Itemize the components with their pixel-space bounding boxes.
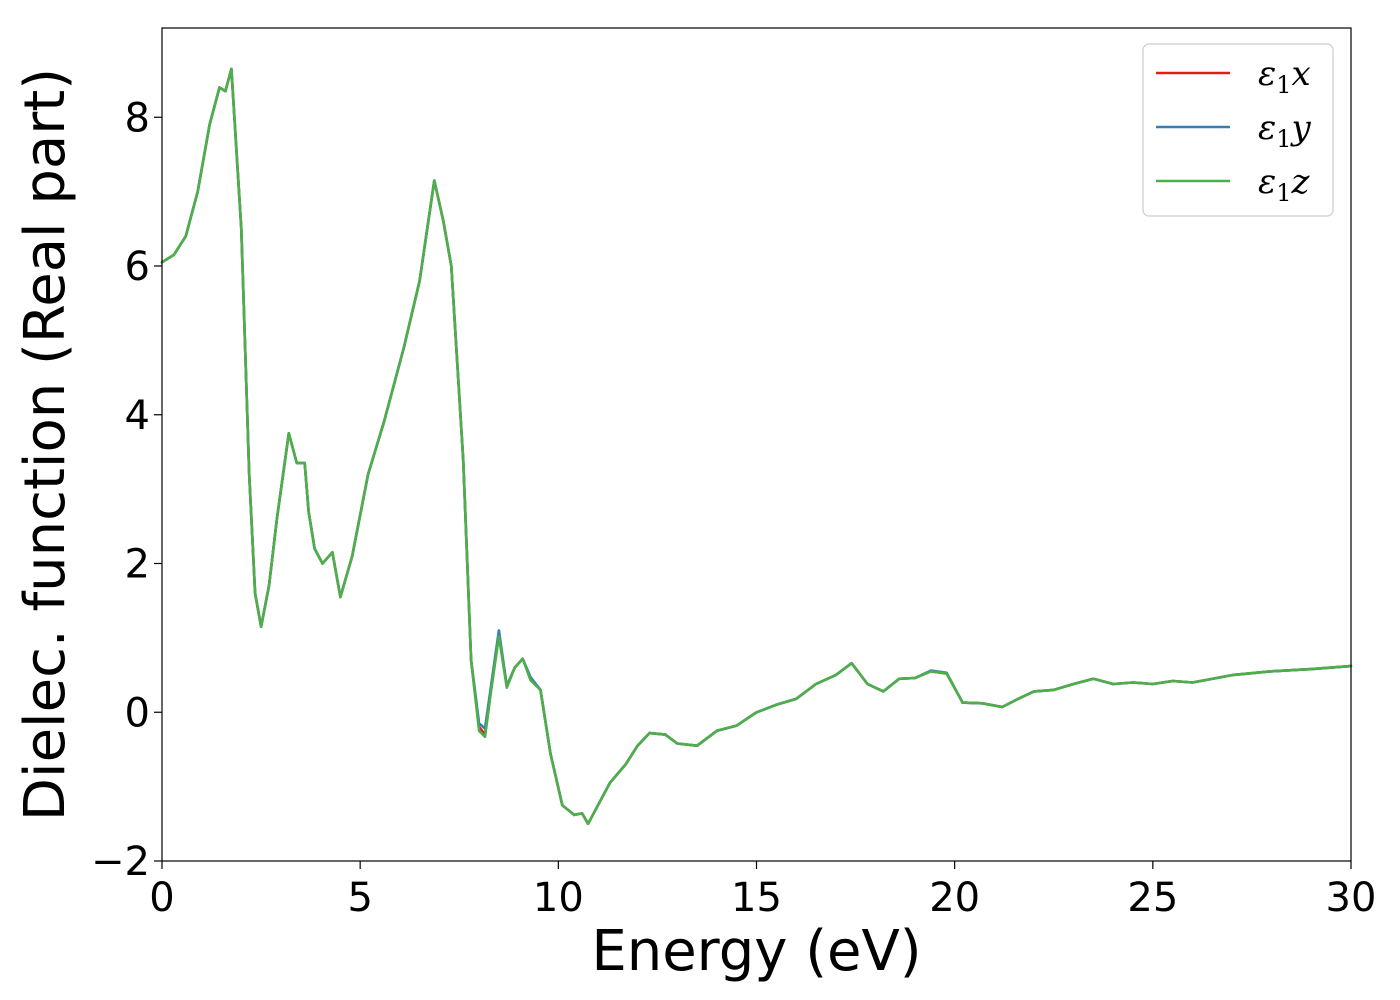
legend-label-z: ε1z — [1258, 162, 1311, 207]
x-tick-label: 15 — [731, 875, 782, 921]
series-line-3 — [160, 67, 1353, 826]
y-tick-label: 2 — [125, 542, 150, 588]
x-tick-label: 25 — [1127, 875, 1178, 921]
y-axis-label: Dielec. function (Real part) — [13, 68, 78, 821]
legend-label-x: ε1x — [1258, 54, 1311, 99]
y-axis-ticks: −2 0 2 4 6 8 — [91, 95, 162, 885]
y-tick-label: 8 — [125, 95, 150, 141]
x-tick-label: 30 — [1326, 875, 1377, 921]
x-axis-ticks: 0 5 10 15 20 25 30 — [149, 861, 1376, 921]
legend-box — [1142, 43, 1334, 217]
series-layer — [160, 67, 1353, 826]
legend-label-y: ε1y — [1258, 108, 1312, 153]
x-axis-label: Energy (eV) — [591, 919, 921, 984]
y-tick-label: −2 — [91, 839, 150, 885]
x-tick-label: 20 — [929, 875, 980, 921]
y-tick-label: 0 — [125, 690, 150, 736]
y-tick-label: 4 — [125, 393, 150, 439]
x-tick-label: 5 — [347, 875, 372, 921]
legend: ε1x ε1y ε1z — [1142, 43, 1334, 217]
x-tick-label: 10 — [533, 875, 584, 921]
y-tick-label: 6 — [125, 244, 150, 290]
x-tick-label: 0 — [149, 875, 174, 921]
